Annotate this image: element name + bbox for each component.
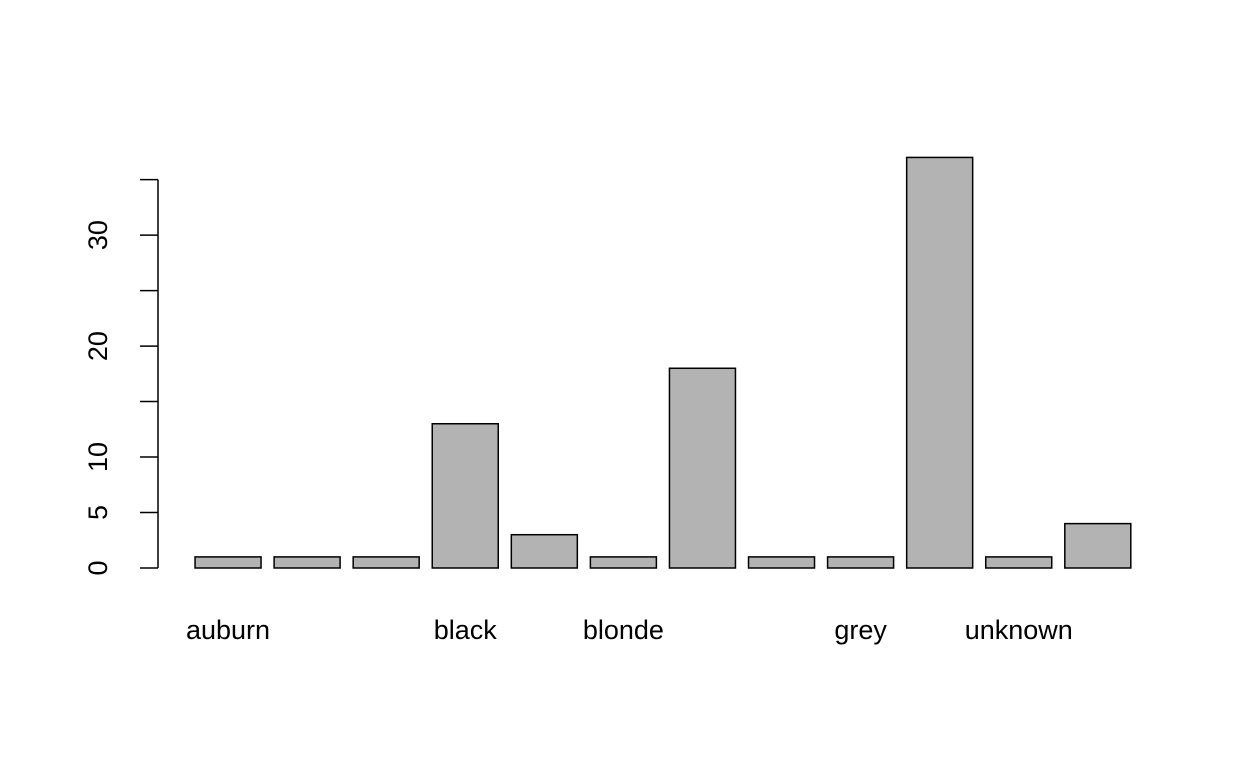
bar — [905, 156, 974, 569]
x-tick-label: black — [434, 615, 498, 645]
bar — [826, 556, 895, 569]
x-tick-label: unknown — [965, 615, 1073, 645]
x-tick-label: auburn — [186, 615, 270, 645]
y-tick-label: 0 — [83, 560, 113, 575]
bar — [747, 556, 816, 569]
x-tick-label: blonde — [583, 615, 664, 645]
bar — [668, 367, 737, 569]
bar — [984, 556, 1053, 569]
bar — [510, 533, 579, 569]
bar — [194, 556, 262, 569]
bar — [1064, 522, 1132, 569]
bar — [431, 422, 499, 569]
y-tick-label: 5 — [83, 505, 113, 520]
bar — [273, 556, 341, 569]
bar — [352, 556, 420, 569]
y-tick-label: 20 — [83, 331, 113, 361]
y-tick-label: 30 — [83, 220, 113, 250]
bar — [589, 556, 658, 569]
y-tick-label: 10 — [83, 442, 113, 472]
x-tick-label: grey — [834, 615, 887, 645]
